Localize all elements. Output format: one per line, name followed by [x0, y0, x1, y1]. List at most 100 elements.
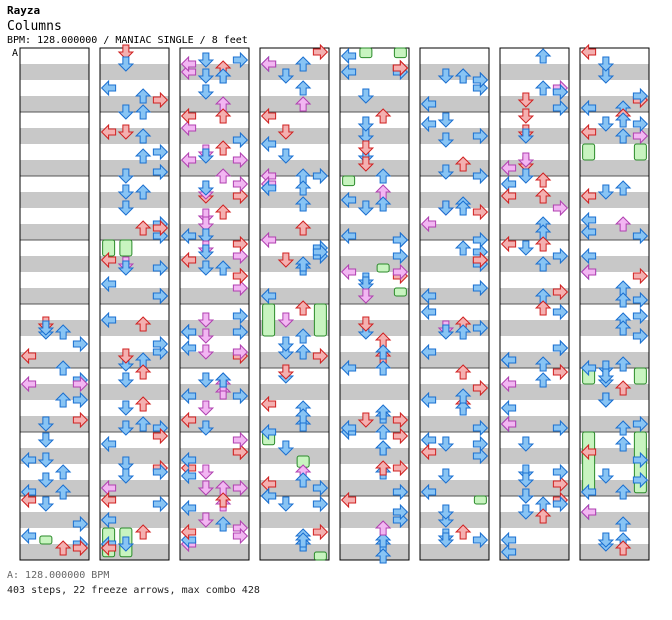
beat-stripe	[260, 64, 329, 80]
right-arrow-icon	[72, 411, 89, 429]
up-arrow-icon	[214, 204, 232, 220]
chart-column	[499, 47, 570, 561]
right-arrow-icon	[552, 363, 569, 381]
left-arrow-icon	[500, 415, 517, 433]
beat-stripe	[580, 128, 649, 144]
beat-stripe	[580, 192, 649, 208]
right-arrow-icon	[632, 471, 649, 489]
column-frame	[99, 47, 170, 561]
beat-stripe	[340, 224, 409, 240]
up-arrow-icon	[134, 184, 152, 200]
beat-stripe	[20, 256, 89, 272]
beat-stripe	[260, 544, 329, 560]
up-arrow-icon	[374, 344, 392, 360]
up-arrow-icon	[134, 148, 152, 164]
right-arrow-icon	[552, 199, 569, 217]
beat-stripe	[260, 512, 329, 528]
chart-info-line: BPM: 128.000000 / MANIAC SINGLE / 8 feet	[7, 35, 248, 46]
beat-stripe	[500, 480, 569, 496]
left-arrow-icon	[260, 55, 277, 73]
left-arrow-icon	[580, 247, 597, 265]
down-arrow-icon	[117, 104, 135, 120]
beat-stripe	[340, 64, 409, 80]
up-arrow-icon	[294, 472, 312, 488]
beat-stripe	[420, 160, 489, 176]
left-arrow-icon	[20, 451, 37, 469]
beat-stripe	[20, 96, 89, 112]
up-arrow-icon	[134, 396, 152, 412]
down-arrow-icon	[197, 400, 215, 416]
right-arrow-icon	[552, 83, 569, 101]
beat-stripe	[500, 128, 569, 144]
up-arrow-icon	[134, 524, 152, 540]
beat-stripe	[20, 128, 89, 144]
up-arrow-icon	[294, 532, 312, 548]
chart-column	[579, 47, 650, 561]
left-arrow-icon	[580, 123, 597, 141]
column-frame	[579, 47, 650, 561]
left-arrow-icon	[420, 215, 437, 233]
up-arrow-icon	[134, 364, 152, 380]
beat-stripe	[100, 288, 169, 304]
beat-stripe	[260, 256, 329, 272]
column-frame	[499, 47, 570, 561]
down-arrow-icon	[517, 488, 535, 504]
right-arrow-icon	[152, 163, 169, 181]
up-arrow-icon	[294, 328, 312, 344]
left-arrow-icon	[100, 435, 117, 453]
up-arrow-icon	[454, 240, 472, 256]
beat-stripe	[100, 352, 169, 368]
left-arrow-icon	[180, 55, 197, 73]
right-arrow-icon	[472, 167, 489, 185]
down-arrow-icon	[117, 168, 135, 184]
down-arrow-icon	[517, 108, 535, 124]
beat-stripe	[20, 544, 89, 560]
chart-column	[99, 47, 170, 561]
left-arrow-icon	[180, 251, 197, 269]
left-arrow-icon	[340, 263, 357, 281]
song-title: Rayza	[7, 4, 41, 17]
right-arrow-icon	[232, 235, 249, 253]
beat-stripe	[260, 448, 329, 464]
left-arrow-icon	[260, 179, 277, 197]
right-arrow-icon	[632, 227, 649, 245]
right-arrow-icon	[232, 131, 249, 149]
up-arrow-icon	[614, 112, 632, 128]
up-arrow-icon	[214, 108, 232, 124]
up-arrow-icon	[534, 300, 552, 316]
up-arrow-icon	[374, 424, 392, 440]
up-arrow-icon	[134, 104, 152, 120]
down-arrow-icon	[357, 88, 375, 104]
freeze-arrow	[376, 263, 390, 273]
beat-stripe	[100, 96, 169, 112]
beat-stripe	[340, 512, 409, 528]
beat-stripe	[20, 448, 89, 464]
left-arrow-icon	[180, 499, 197, 517]
left-arrow-icon	[500, 235, 517, 253]
left-arrow-icon	[340, 47, 357, 65]
beat-stripe	[500, 256, 569, 272]
left-arrow-icon	[420, 391, 437, 409]
down-arrow-icon	[37, 432, 55, 448]
beat-stripe	[420, 96, 489, 112]
right-arrow-icon	[152, 219, 169, 237]
footer-stats-line: 403 steps, 22 freeze arrows, max combo 4…	[7, 585, 260, 596]
up-arrow-icon	[294, 220, 312, 236]
right-arrow-icon	[152, 335, 169, 353]
down-arrow-icon	[437, 504, 455, 520]
beat-stripe	[180, 480, 249, 496]
beat-stripe	[420, 256, 489, 272]
right-arrow-icon	[472, 319, 489, 337]
beat-stripe	[580, 384, 649, 400]
freeze-arrow	[119, 239, 133, 257]
up-arrow-icon	[534, 188, 552, 204]
beat-stripe	[260, 160, 329, 176]
left-arrow-icon	[260, 395, 277, 413]
left-arrow-icon	[100, 275, 117, 293]
left-arrow-icon	[500, 351, 517, 369]
right-arrow-icon	[232, 151, 249, 169]
beat-stripe	[180, 544, 249, 560]
left-arrow-icon	[340, 63, 357, 81]
up-arrow-icon	[214, 516, 232, 532]
beat-stripe	[180, 96, 249, 112]
